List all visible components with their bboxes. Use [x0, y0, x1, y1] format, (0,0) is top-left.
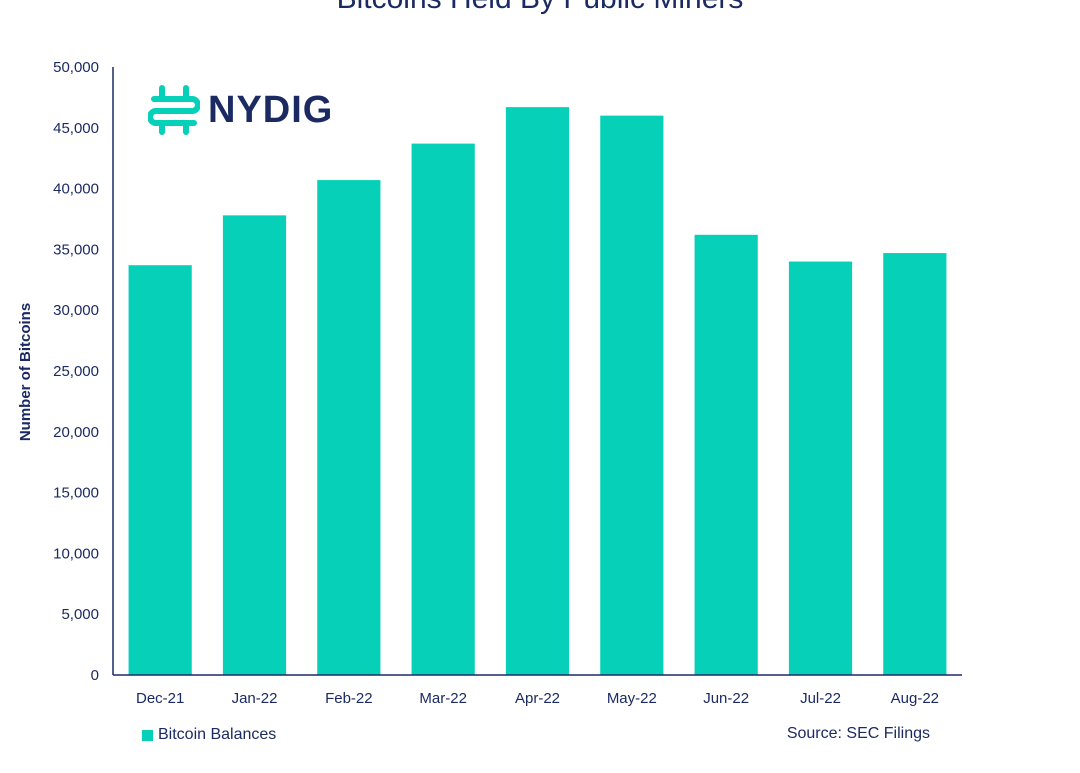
y-tick-label: 30,000: [53, 302, 99, 319]
y-tick-label: 35,000: [53, 241, 99, 258]
y-tick-label: 15,000: [53, 485, 99, 502]
bar-mar-22: [411, 143, 475, 675]
nydig-logo: NYDIG: [148, 84, 333, 136]
bar-series: [128, 107, 947, 676]
bar-dec-21: [128, 265, 192, 675]
bar-aug-22: [883, 253, 947, 675]
x-tick-label: Jul-22: [800, 690, 841, 707]
y-tick-label: 50,000: [53, 59, 99, 76]
chart-title: Bitcoins Held By Public Miners: [0, 0, 1080, 16]
bar-may-22: [600, 115, 664, 675]
legend-label: Bitcoin Balances: [158, 726, 277, 743]
bar-jan-22: [222, 215, 287, 676]
source-note: Source: SEC Filings: [786, 725, 930, 742]
x-tick-label: Aug-22: [891, 690, 939, 707]
y-axis-title: Number of Bitcoins: [17, 303, 34, 441]
nydig-logo-icon: [148, 85, 200, 135]
y-tick-label: 25,000: [53, 363, 99, 380]
legend: Bitcoin Balances: [142, 726, 276, 744]
bar-feb-22: [317, 180, 381, 675]
x-axis-ticks: Dec-21 Jan-22 Feb-22 Mar-22 Apr-22 May-22 Jun-…: [136, 690, 939, 707]
y-tick-label: 45,000: [53, 120, 99, 137]
y-tick-label: 10,000: [53, 545, 99, 562]
x-tick-label: Dec-21: [136, 690, 184, 707]
x-tick-label: Apr-22: [515, 690, 560, 707]
bar-apr-22: [505, 107, 570, 676]
x-tick-label: Mar-22: [419, 690, 467, 707]
x-tick-label: Jun-22: [703, 690, 749, 707]
x-tick-label: May-22: [607, 690, 657, 707]
bar-jun-22: [694, 234, 758, 676]
y-tick-label: 40,000: [53, 181, 99, 198]
y-tick-label: 20,000: [53, 424, 99, 441]
y-axis-ticks: 0 5,000 10,000 15,000 20,000 25,000 30,000 35,0…: [53, 59, 99, 684]
legend-swatch: [142, 729, 153, 741]
bar-jul-22: [788, 261, 853, 675]
y-tick-label: 5,000: [61, 606, 99, 623]
y-tick-label: 0: [91, 667, 99, 684]
nydig-logo-text: NYDIG: [208, 88, 334, 131]
x-tick-label: Jan-22: [232, 690, 278, 707]
x-tick-label: Feb-22: [325, 690, 373, 707]
